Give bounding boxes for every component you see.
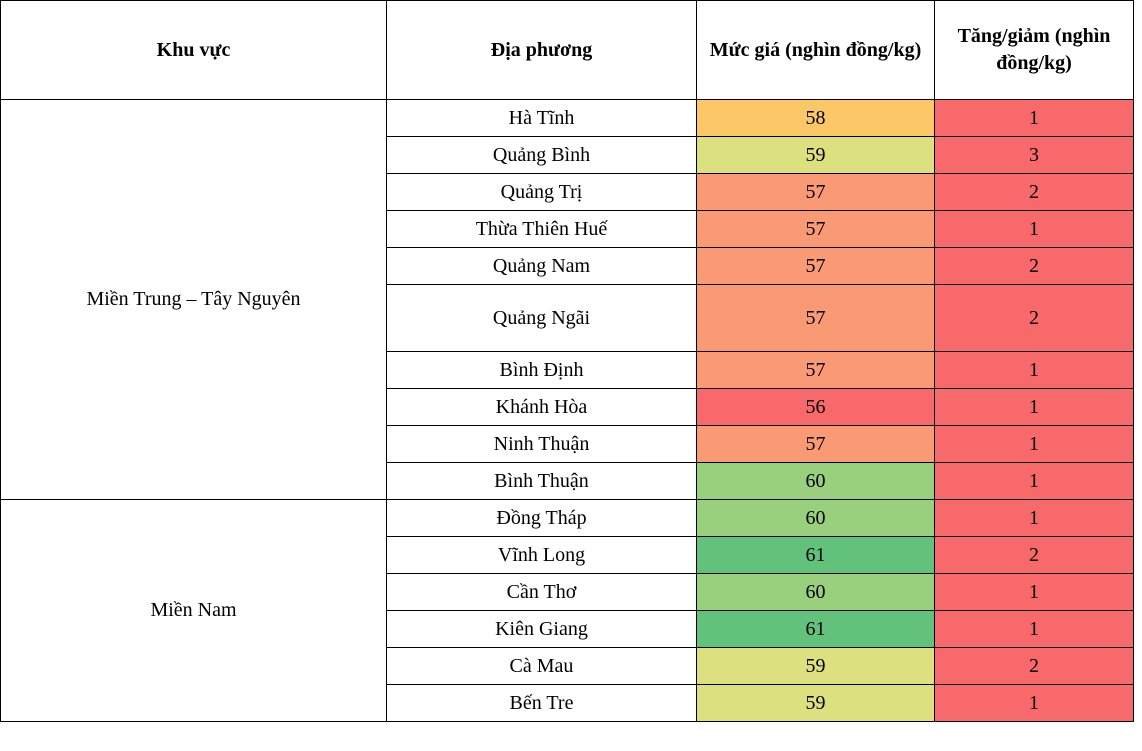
table-row: Bình Định 57 1	[1, 351, 1134, 389]
price-cell: 58	[696, 99, 935, 137]
column-header-region: Khu vực	[0, 0, 387, 100]
table-row: Cà Mau 59 2	[1, 647, 1134, 685]
table-row: Thừa Thiên Huế 57 1	[1, 210, 1134, 248]
column-header-locality: Địa phương	[386, 0, 697, 100]
change-cell: 2	[934, 284, 1134, 352]
column-header-price: Mức giá (nghìn đồng/kg)	[696, 0, 935, 100]
table-row: Quảng Bình 59 3	[1, 136, 1134, 174]
change-cell: 3	[934, 136, 1134, 174]
table-row: Vĩnh Long 61 2	[1, 536, 1134, 574]
change-cell: 1	[934, 573, 1134, 611]
price-cell: 59	[696, 684, 935, 722]
table-row: Quảng Trị 57 2	[1, 173, 1134, 211]
price-cell: 60	[696, 573, 935, 611]
locality-cell: Cà Mau	[386, 647, 697, 685]
price-cell: 57	[696, 284, 935, 352]
locality-cell: Bình Thuận	[386, 462, 697, 500]
locality-cell: Thừa Thiên Huế	[386, 210, 697, 248]
region-cell: Miền Nam	[0, 499, 387, 722]
change-cell: 1	[934, 610, 1134, 648]
change-cell: 1	[934, 210, 1134, 248]
change-cell: 1	[934, 351, 1134, 389]
locality-cell: Kiên Giang	[386, 610, 697, 648]
change-cell: 1	[934, 684, 1134, 722]
table-row: Khánh Hòa 56 1	[1, 388, 1134, 426]
table-row: Ninh Thuận 57 1	[1, 425, 1134, 463]
price-cell: 57	[696, 425, 935, 463]
locality-cell: Quảng Nam	[386, 247, 697, 285]
price-table: Khu vực Địa phương Mức giá (nghìn đồng/k…	[0, 0, 1134, 722]
change-cell: 2	[934, 247, 1134, 285]
table-row: Quảng Ngãi 57 2	[1, 284, 1134, 352]
locality-cell: Ninh Thuận	[386, 425, 697, 463]
price-cell: 61	[696, 610, 935, 648]
change-cell: 1	[934, 425, 1134, 463]
region-cell: Miền Trung – Tây Nguyên	[0, 99, 387, 500]
locality-cell: Cần Thơ	[386, 573, 697, 611]
table-header: Khu vực Địa phương Mức giá (nghìn đồng/k…	[0, 0, 1134, 100]
table-row: Quảng Nam 57 2	[1, 247, 1134, 285]
table-row: Bình Thuận 60 1	[1, 462, 1134, 500]
locality-cell: Quảng Bình	[386, 136, 697, 174]
locality-cell: Vĩnh Long	[386, 536, 697, 574]
price-cell: 59	[696, 136, 935, 174]
price-cell: 59	[696, 647, 935, 685]
table-row: Miền Nam Đồng Tháp 60 1	[0, 499, 1134, 722]
price-cell: 57	[696, 247, 935, 285]
locality-cell: Hà Tĩnh	[386, 99, 697, 137]
table-row: Cần Thơ 60 1	[1, 573, 1134, 611]
change-cell: 2	[934, 536, 1134, 574]
locality-cell: Quảng Trị	[386, 173, 697, 211]
table-row: Kiên Giang 61 1	[1, 610, 1134, 648]
price-cell: 56	[696, 388, 935, 426]
price-cell: 60	[696, 462, 935, 500]
change-cell: 2	[934, 173, 1134, 211]
price-cell: 60	[696, 499, 935, 537]
locality-cell: Khánh Hòa	[386, 388, 697, 426]
change-cell: 1	[934, 499, 1134, 537]
locality-cell: Bến Tre	[386, 684, 697, 722]
table-row: Bến Tre 59 1	[1, 684, 1134, 722]
column-header-change: Tăng/giảm (nghìn đồng/kg)	[934, 0, 1134, 100]
price-cell: 57	[696, 351, 935, 389]
price-cell: 57	[696, 210, 935, 248]
change-cell: 1	[934, 388, 1134, 426]
price-cell: 61	[696, 536, 935, 574]
change-cell: 1	[934, 99, 1134, 137]
locality-cell: Đồng Tháp	[386, 499, 697, 537]
locality-cell: Bình Định	[386, 351, 697, 389]
change-cell: 2	[934, 647, 1134, 685]
change-cell: 1	[934, 462, 1134, 500]
price-cell: 57	[696, 173, 935, 211]
header-row: Khu vực Địa phương Mức giá (nghìn đồng/k…	[0, 0, 1134, 100]
locality-cell: Quảng Ngãi	[386, 284, 697, 352]
table-row: Miền Trung – Tây Nguyên Hà Tĩnh 58 1	[0, 99, 1134, 500]
table-body: Miền Trung – Tây Nguyên Hà Tĩnh 58 1 Quảng B…	[0, 99, 1134, 722]
